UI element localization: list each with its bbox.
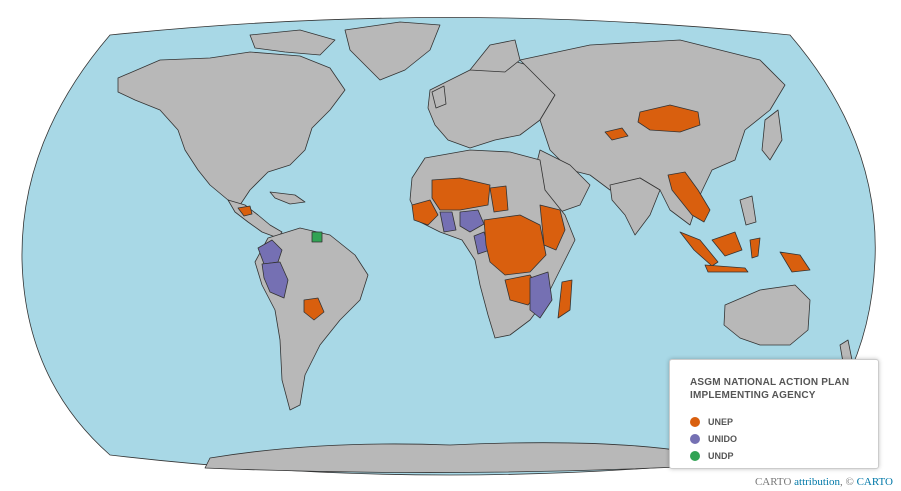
attribution-carto-link[interactable]: CARTO bbox=[856, 476, 893, 488]
country-colombia-ecuador[interactable] bbox=[257, 239, 283, 265]
asia[interactable] bbox=[519, 39, 786, 226]
country-madagascar[interactable] bbox=[557, 279, 573, 319]
country-suriname[interactable] bbox=[311, 231, 323, 243]
legend-label-unep: UNEP bbox=[708, 416, 734, 427]
country-indonesia-sulawesi[interactable] bbox=[749, 237, 761, 259]
country-papua-new-guinea[interactable] bbox=[779, 251, 811, 273]
legend-swatch-undp bbox=[690, 450, 700, 461]
legend-item-unido: UNIDO bbox=[690, 430, 868, 447]
legend-title: ASGM NATIONAL ACTION PLAN IMPLEMENTING A… bbox=[690, 376, 868, 402]
japan[interactable] bbox=[761, 109, 783, 161]
country-kyrgyzstan[interactable] bbox=[604, 127, 629, 141]
legend-title-line2: IMPLEMENTING AGENCY bbox=[690, 390, 816, 401]
legend-item-undp: UNDP bbox=[690, 447, 868, 464]
country-east-africa[interactable] bbox=[539, 204, 566, 251]
country-indonesia-west[interactable] bbox=[679, 231, 719, 267]
india[interactable] bbox=[609, 177, 661, 236]
attribution-link[interactable]: attribution bbox=[794, 476, 840, 488]
country-ghana-cote-divoire[interactable] bbox=[439, 211, 457, 233]
country-paraguay[interactable] bbox=[303, 297, 325, 321]
legend-swatch-unido bbox=[690, 433, 700, 444]
country-mongolia[interactable] bbox=[637, 104, 701, 133]
philippines[interactable] bbox=[739, 195, 757, 226]
attribution-separator: , bbox=[839, 476, 846, 488]
country-peru[interactable] bbox=[261, 261, 289, 299]
attribution-brand: CARTO bbox=[754, 476, 792, 488]
map-legend: ASGM NATIONAL ACTION PLAN IMPLEMENTING A… bbox=[669, 359, 879, 469]
caribbean[interactable] bbox=[269, 191, 306, 205]
country-nigeria[interactable] bbox=[459, 209, 485, 233]
country-indonesia-borneo[interactable] bbox=[711, 231, 743, 257]
legend-label-unido: UNIDO bbox=[708, 433, 737, 444]
scandinavia[interactable] bbox=[469, 39, 521, 73]
legend-swatch-unep bbox=[690, 416, 700, 427]
legend-title-line1: ASGM NATIONAL ACTION PLAN bbox=[690, 377, 850, 388]
australia[interactable] bbox=[723, 284, 811, 346]
country-indonesia-java[interactable] bbox=[704, 264, 749, 273]
arctic-islands[interactable] bbox=[249, 29, 336, 56]
map-attribution: CARTO attribution, © CARTO bbox=[752, 475, 895, 489]
attribution-copyright: © bbox=[845, 476, 854, 488]
country-guatemala-honduras[interactable] bbox=[237, 205, 253, 217]
country-myanmar-thailand-laos[interactable] bbox=[667, 171, 711, 223]
antarctica[interactable] bbox=[204, 442, 701, 473]
country-chad[interactable] bbox=[489, 185, 509, 213]
country-mozambique[interactable] bbox=[529, 271, 553, 319]
legend-label-undp: UNDP bbox=[708, 450, 734, 461]
country-west-africa-unep[interactable] bbox=[411, 199, 439, 226]
country-car-drc-congo[interactable] bbox=[483, 214, 547, 276]
legend-item-unep: UNEP bbox=[690, 413, 868, 430]
country-mali-burkina-niger[interactable] bbox=[431, 177, 491, 211]
north-america[interactable] bbox=[117, 51, 346, 206]
british-isles[interactable] bbox=[431, 85, 447, 109]
greenland[interactable] bbox=[344, 21, 441, 81]
